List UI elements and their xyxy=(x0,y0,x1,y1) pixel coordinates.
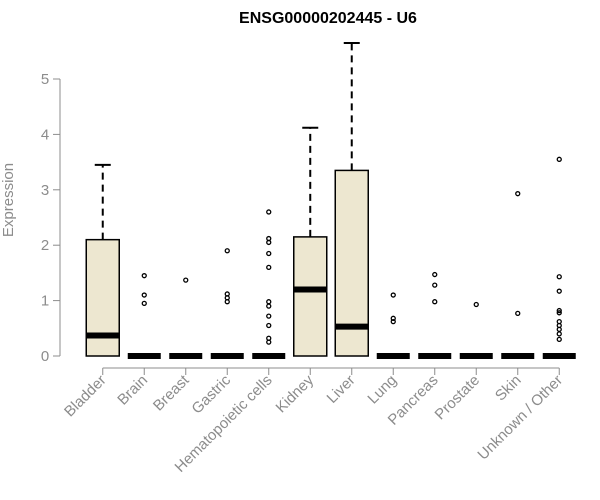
outlier-point xyxy=(266,335,272,341)
outlier-point xyxy=(556,331,562,337)
y-axis: 0 1 2 3 4 5 xyxy=(41,71,61,365)
outlier-point xyxy=(141,300,147,307)
outlier-point xyxy=(224,248,230,254)
outlier-point xyxy=(224,291,230,297)
box-body xyxy=(293,236,328,357)
outlier-point xyxy=(390,319,396,325)
outlier-point xyxy=(266,322,272,329)
x-tick-label: Brain xyxy=(114,372,151,409)
outlier-point xyxy=(266,313,272,319)
outlier-point xyxy=(390,315,396,321)
outlier-point xyxy=(266,303,272,309)
outlier-point xyxy=(432,282,438,288)
outlier-point xyxy=(390,292,396,298)
x-tick-label: Breast xyxy=(150,371,193,414)
outlier-point xyxy=(556,307,562,314)
outlier-point xyxy=(432,271,438,278)
box-kidney xyxy=(293,126,328,357)
x-tick-label: Prostate xyxy=(432,372,484,424)
outlier-point xyxy=(141,292,147,298)
outlier-point xyxy=(515,191,521,197)
outlier-point xyxy=(556,319,562,325)
outlier-point xyxy=(266,299,272,305)
outlier-point xyxy=(556,156,562,162)
box-gastric xyxy=(210,248,244,359)
box-pancreas xyxy=(418,271,452,359)
x-tick-label: Lung xyxy=(364,372,400,408)
outlier-point xyxy=(556,336,562,343)
outlier-point xyxy=(556,274,562,280)
y-axis-label: Expression xyxy=(0,163,17,237)
y-tick-label: 3 xyxy=(41,182,49,199)
outlier-point xyxy=(266,250,272,257)
outlier-point xyxy=(556,288,562,294)
y-tick-label: 1 xyxy=(41,293,49,310)
outlier-point xyxy=(266,264,272,271)
box-unknown-other xyxy=(542,156,576,359)
outlier-point xyxy=(183,277,189,283)
box-breast xyxy=(169,277,203,359)
outlier-point xyxy=(473,301,479,308)
box-liver xyxy=(334,41,369,357)
outlier-point xyxy=(432,299,438,305)
x-tick-label: Liver xyxy=(324,372,359,407)
y-tick-label: 2 xyxy=(41,237,49,254)
x-tick-label: Skin xyxy=(492,372,525,405)
box-brain xyxy=(127,273,161,359)
outlier-point xyxy=(556,310,562,316)
boxes-group xyxy=(85,41,576,359)
chart-title: ENSG00000202445 - U6 xyxy=(239,10,417,27)
box-prostate xyxy=(459,301,493,359)
outlier-point xyxy=(141,273,147,279)
box-body xyxy=(85,238,120,357)
y-tick-label: 5 xyxy=(41,71,49,88)
box-bladder xyxy=(85,163,120,357)
x-tick-label: Kidney xyxy=(273,371,318,416)
box-lung xyxy=(376,292,410,359)
box-hematopoietic-cells xyxy=(252,209,286,359)
y-tick-label: 4 xyxy=(41,126,49,143)
box-skin xyxy=(501,191,535,359)
outlier-point xyxy=(266,209,272,215)
x-tick-label: Bladder xyxy=(61,372,110,421)
y-tick-label: 0 xyxy=(41,348,49,365)
outlier-point xyxy=(266,235,272,242)
outlier-point xyxy=(515,310,521,316)
